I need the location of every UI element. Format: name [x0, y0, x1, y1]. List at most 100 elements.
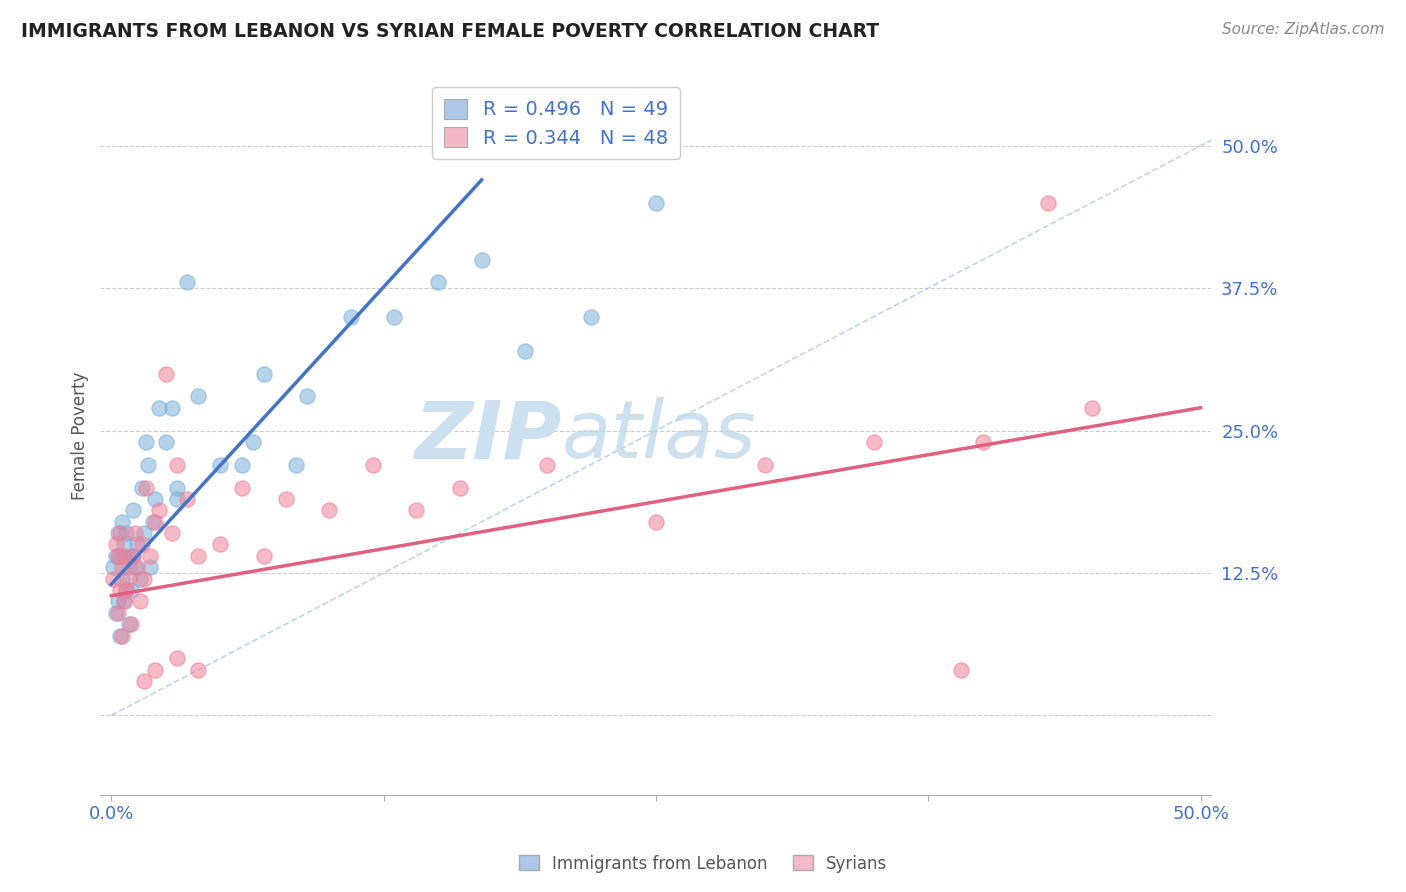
Point — [104, 537, 127, 551]
Legend: R = 0.496   N = 49, R = 0.344   N = 48: R = 0.496 N = 49, R = 0.344 N = 48 — [432, 87, 679, 160]
Point — [148, 401, 170, 415]
Point — [104, 549, 127, 563]
Point — [972, 434, 994, 449]
Point — [112, 537, 135, 551]
Point — [1080, 401, 1102, 415]
Point — [112, 594, 135, 608]
Point — [127, 537, 149, 551]
Text: atlas: atlas — [561, 397, 756, 475]
Point — [449, 481, 471, 495]
Point — [107, 606, 129, 620]
Point — [536, 458, 558, 472]
Point — [135, 481, 157, 495]
Point — [111, 572, 134, 586]
Point — [108, 549, 131, 563]
Point — [120, 549, 142, 563]
Point — [274, 491, 297, 506]
Point — [142, 515, 165, 529]
Point — [135, 434, 157, 449]
Point — [187, 389, 209, 403]
Point — [136, 458, 159, 472]
Point — [122, 503, 145, 517]
Point — [209, 537, 232, 551]
Point — [384, 310, 406, 324]
Point — [340, 310, 363, 324]
Point — [139, 560, 162, 574]
Point — [231, 458, 253, 472]
Point — [231, 481, 253, 495]
Point — [104, 606, 127, 620]
Point — [122, 549, 145, 563]
Point — [107, 526, 129, 541]
Point — [285, 458, 308, 472]
Point — [166, 651, 188, 665]
Point — [427, 276, 450, 290]
Point — [471, 252, 494, 267]
Point — [115, 526, 138, 541]
Point — [108, 629, 131, 643]
Point — [103, 572, 125, 586]
Point — [949, 663, 972, 677]
Point — [155, 434, 177, 449]
Point — [132, 674, 155, 689]
Point — [111, 515, 134, 529]
Point — [107, 594, 129, 608]
Point — [128, 572, 150, 586]
Point — [143, 663, 166, 677]
Point — [115, 582, 138, 597]
Point — [139, 549, 162, 563]
Point — [103, 560, 125, 574]
Point — [253, 367, 276, 381]
Point — [187, 549, 209, 563]
Point — [176, 491, 198, 506]
Point — [124, 526, 146, 541]
Y-axis label: Female Poverty: Female Poverty — [72, 372, 89, 500]
Point — [253, 549, 276, 563]
Point — [297, 389, 319, 403]
Point — [118, 617, 141, 632]
Text: ZIP: ZIP — [415, 397, 561, 475]
Point — [361, 458, 384, 472]
Point — [131, 481, 153, 495]
Point — [515, 343, 537, 358]
Point — [118, 560, 141, 574]
Text: Source: ZipAtlas.com: Source: ZipAtlas.com — [1222, 22, 1385, 37]
Point — [162, 401, 184, 415]
Point — [107, 549, 129, 563]
Point — [108, 526, 131, 541]
Point — [209, 458, 232, 472]
Point — [111, 629, 134, 643]
Point — [122, 549, 145, 563]
Point — [155, 367, 177, 381]
Point — [166, 458, 188, 472]
Point — [644, 195, 666, 210]
Point — [143, 515, 166, 529]
Point — [112, 549, 135, 563]
Point — [405, 503, 427, 517]
Point — [176, 276, 198, 290]
Point — [124, 560, 146, 574]
Point — [111, 560, 134, 574]
Point — [132, 572, 155, 586]
Point — [120, 617, 142, 632]
Point — [318, 503, 340, 517]
Point — [143, 491, 166, 506]
Point — [132, 526, 155, 541]
Point — [187, 663, 209, 677]
Text: IMMIGRANTS FROM LEBANON VS SYRIAN FEMALE POVERTY CORRELATION CHART: IMMIGRANTS FROM LEBANON VS SYRIAN FEMALE… — [21, 22, 879, 41]
Point — [754, 458, 776, 472]
Point — [148, 503, 170, 517]
Point — [112, 594, 135, 608]
Point — [128, 594, 150, 608]
Point — [108, 582, 131, 597]
Point — [242, 434, 264, 449]
Point — [120, 582, 142, 597]
Point — [166, 481, 188, 495]
Point — [131, 537, 153, 551]
Point — [862, 434, 884, 449]
Point — [644, 515, 666, 529]
Point — [579, 310, 602, 324]
Point — [1036, 195, 1059, 210]
Point — [115, 582, 138, 597]
Point — [162, 526, 184, 541]
